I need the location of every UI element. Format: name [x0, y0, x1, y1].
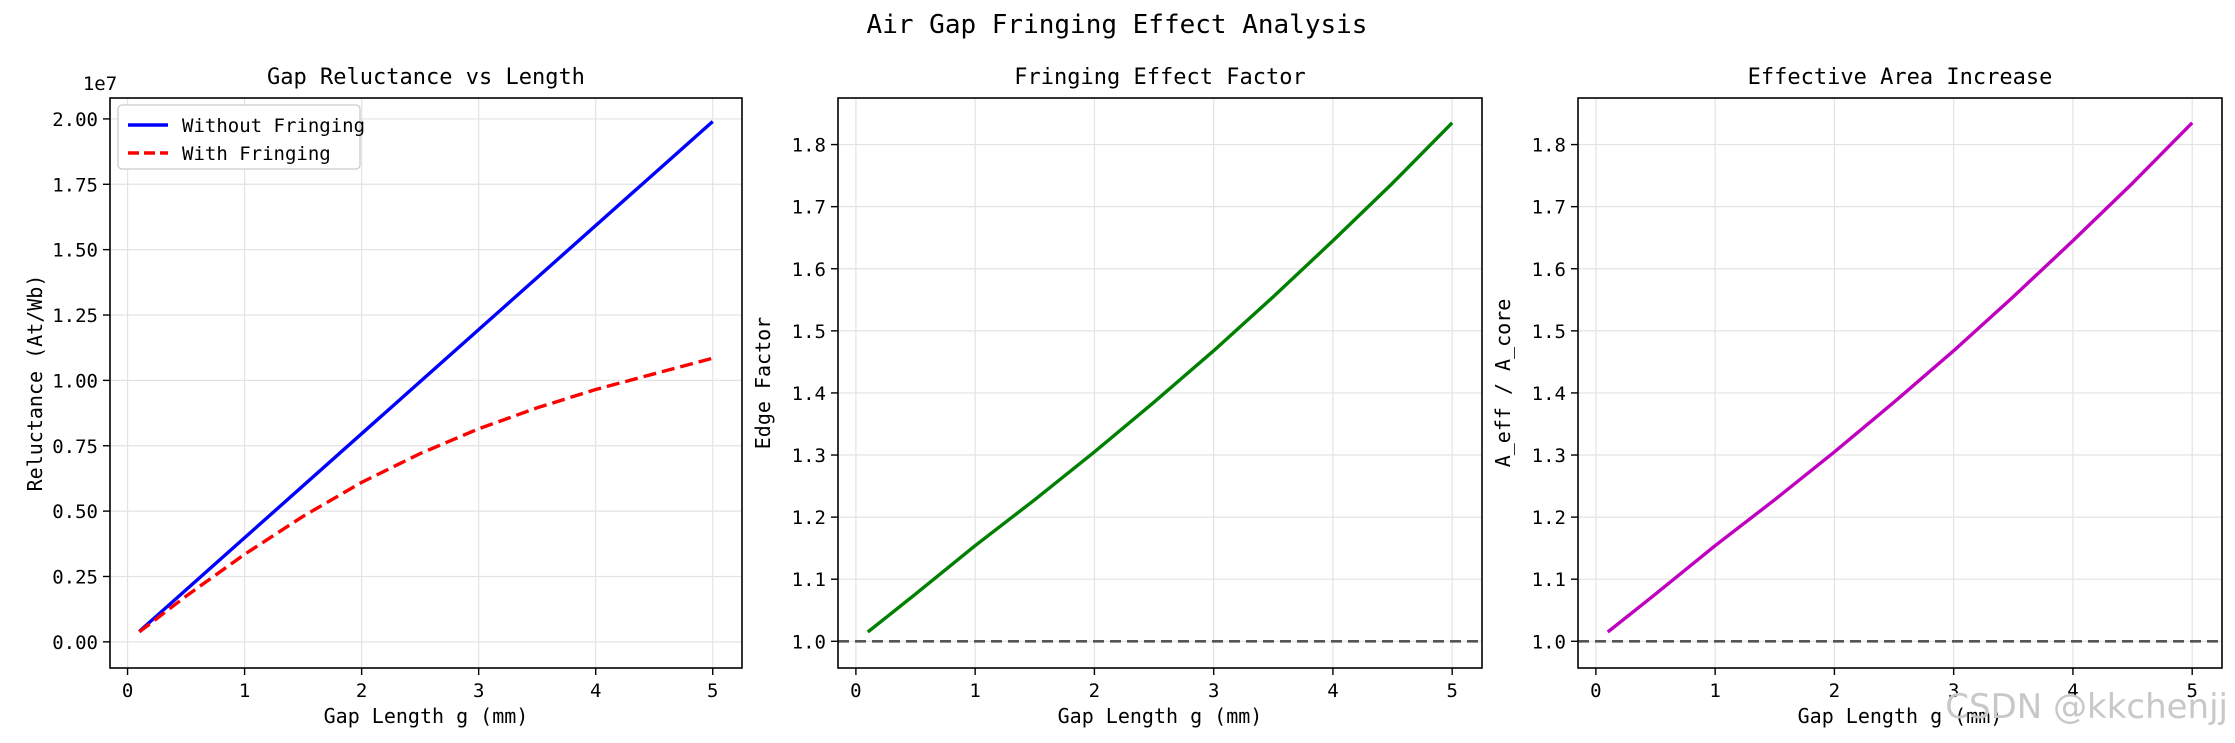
y-axis-label: A_eff / A_core [1491, 299, 1515, 468]
y-axis-label: Edge Factor [751, 317, 775, 449]
x-tick-label: 5 [2186, 680, 2197, 702]
x-tick-label: 2 [1829, 680, 1840, 702]
y-tick-label: 1.3 [1532, 445, 1566, 467]
legend-label: Without Fringing [182, 115, 365, 137]
y-tick-label: 1.5 [792, 321, 826, 343]
series-line-1 [866, 121, 1454, 634]
x-axis-label: Gap Length g (mm) [1058, 704, 1263, 728]
y-tick-label: 0.50 [52, 501, 98, 523]
x-tick-label: 2 [1089, 680, 1100, 702]
y-tick-label: 0.75 [52, 436, 98, 458]
x-tick-label: 0 [1590, 680, 1601, 702]
y-tick-label: 1.7 [1532, 197, 1566, 219]
legend: Without Fringing With Fringing [117, 104, 365, 170]
x-axis-label: Gap Length g (mm) [1798, 704, 2003, 728]
x-tick-label: 4 [590, 680, 601, 702]
y-tick-label: 1.8 [792, 135, 826, 157]
chart-panel-2: 0 1 2 3 4 5 1.0 1.1 1.2 1.3 1.4 1.5 1.6 1.7 1.8 Fringin… [751, 65, 1483, 728]
panel-title: Gap Reluctance vs Length [267, 65, 585, 90]
x-tick-label: 0 [122, 680, 133, 702]
x-axis-label: Gap Length g (mm) [324, 704, 529, 728]
x-tick-label: 4 [2067, 680, 2078, 702]
watermark: CSDN @kkchenjj [1945, 687, 2228, 727]
y-tick-label: 1.6 [1532, 259, 1566, 281]
y-tick-label: 1.2 [792, 507, 826, 529]
y-tick-label: 1.3 [792, 445, 826, 467]
axes-frame [1577, 97, 2223, 669]
y-tick-label: 1.0 [1532, 631, 1566, 653]
y-tick-label: 0.25 [52, 566, 98, 588]
y-axis-label: Reluctance (At/Wb) [23, 275, 47, 492]
x-tick-label: 3 [1208, 680, 1219, 702]
x-tick-label: 5 [707, 680, 718, 702]
legend-box [117, 104, 361, 170]
y-tick-label: 1.1 [792, 569, 826, 591]
chart-panel-3: 0 1 2 3 4 5 1.0 1.1 1.2 1.3 1.4 1.5 1.6 1.7 1.8 Effecti… [1491, 65, 2223, 728]
series-line-1 [1606, 121, 2194, 634]
figure-suptitle: Air Gap Fringing Effect Analysis [867, 10, 1368, 40]
y-tick-label: 1.4 [792, 383, 826, 405]
x-tick-label: 3 [1948, 680, 1959, 702]
series-line-1 [138, 120, 714, 633]
y-tick-label: 2.00 [52, 109, 98, 131]
y-tick-label: 0.00 [52, 632, 98, 654]
panel-title: Fringing Effect Factor [1014, 65, 1305, 90]
axis-offset-text: 1e7 [83, 73, 117, 95]
y-tick-label: 1.7 [792, 197, 826, 219]
axes-frame [109, 97, 743, 669]
y-tick-label: 1.2 [1532, 507, 1566, 529]
y-tick-label: 1.4 [1532, 383, 1566, 405]
y-tick-label: 1.1 [1532, 569, 1566, 591]
x-tick-label: 0 [850, 680, 861, 702]
y-tick-label: 1.6 [792, 259, 826, 281]
legend-label: With Fringing [182, 143, 331, 165]
x-tick-label: 1 [239, 680, 250, 702]
axes-frame [837, 97, 1483, 669]
x-tick-label: 4 [1327, 680, 1338, 702]
panel-title: Effective Area Increase [1748, 65, 2053, 90]
series-line-2 [138, 356, 714, 634]
y-tick-label: 1.5 [1532, 321, 1566, 343]
y-tick-label: 1.75 [52, 174, 98, 196]
y-tick-label: 1.50 [52, 240, 98, 262]
x-tick-label: 5 [1446, 680, 1457, 702]
y-tick-label: 1.00 [52, 370, 98, 392]
y-tick-label: 1.8 [1532, 135, 1566, 157]
x-tick-label: 1 [1709, 680, 1720, 702]
y-tick-label: 1.25 [52, 305, 98, 327]
chart-panel-1: 0 1 2 3 4 5 0.00 0.25 0.50 0.75 1.00 1.25 1.50 1.75 2.… [23, 65, 743, 728]
x-tick-label: 3 [473, 680, 484, 702]
x-tick-label: 2 [356, 680, 367, 702]
y-tick-label: 1.0 [792, 631, 826, 653]
x-tick-label: 1 [969, 680, 980, 702]
